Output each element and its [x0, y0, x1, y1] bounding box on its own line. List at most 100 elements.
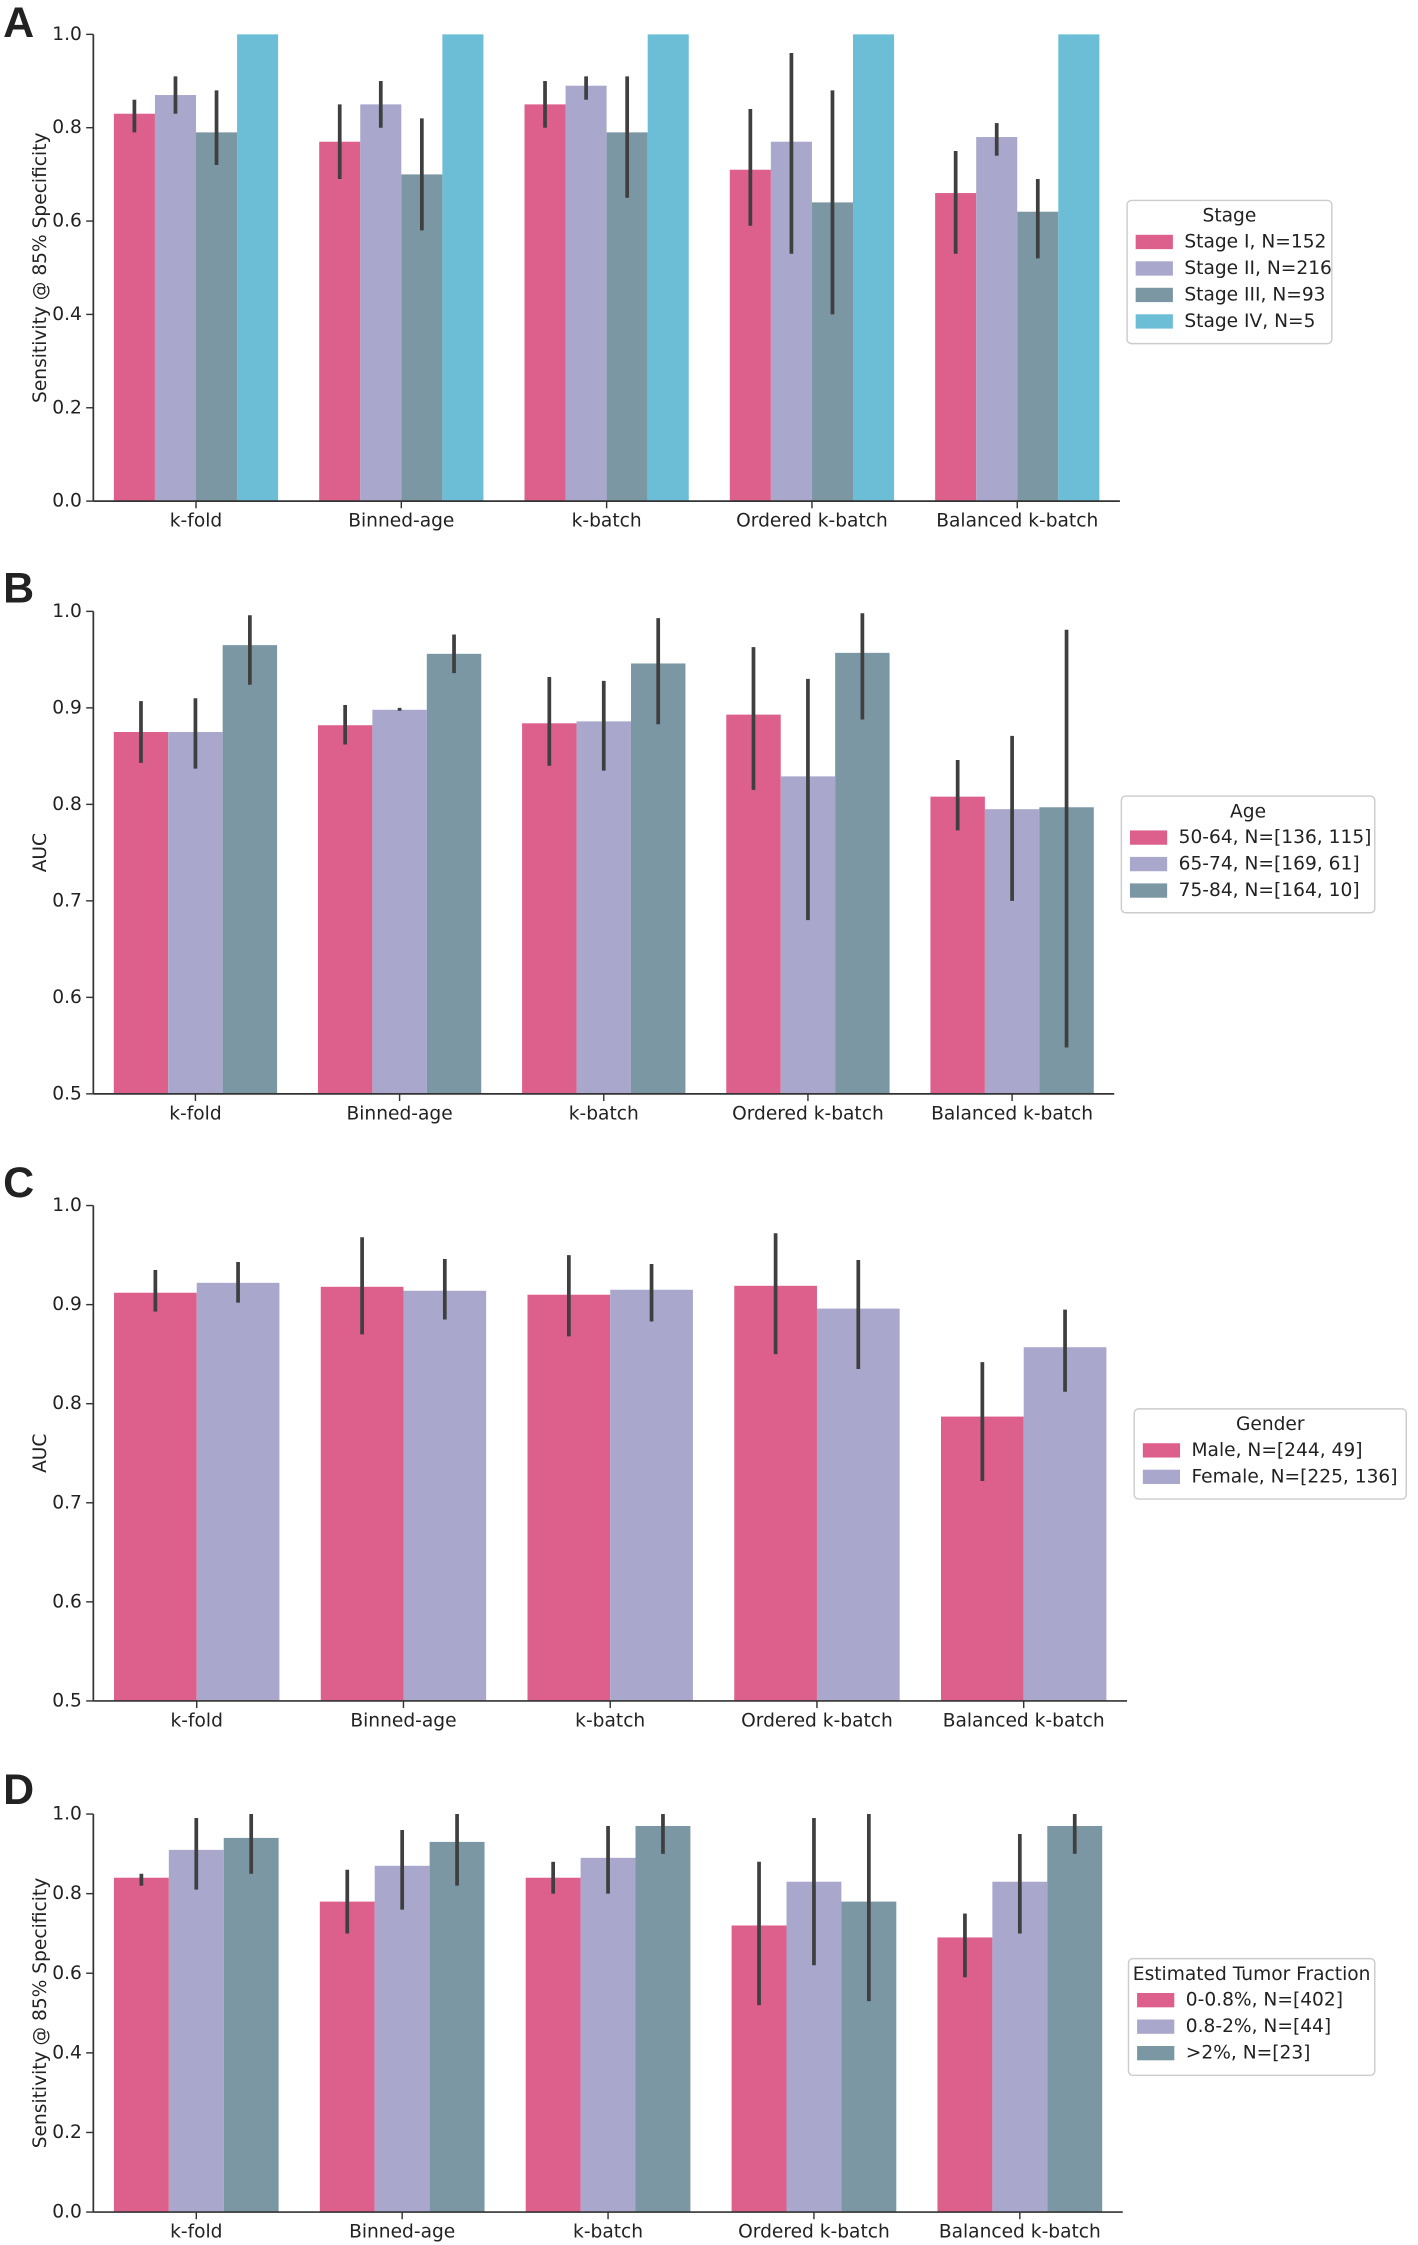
legend-title: Estimated Tumor Fraction [1133, 1964, 1371, 1985]
x-tick-label: Balanced k-batch [943, 1710, 1105, 1731]
x-tick-label: Binned-age [347, 1103, 453, 1124]
y-axis-label: AUC [30, 1434, 51, 1473]
y-tick-label: 0.8 [52, 1393, 82, 1414]
y-tick-label: 0.7 [52, 1492, 82, 1513]
bar [522, 723, 577, 1094]
bar [168, 1849, 224, 2213]
bar [647, 34, 689, 502]
bar [154, 95, 197, 502]
bar [580, 1857, 636, 2213]
bar [565, 85, 607, 502]
bar [113, 1877, 169, 2213]
bar [196, 1282, 280, 1701]
x-tick-label: k-fold [169, 1103, 221, 1124]
y-tick-label: 1.0 [52, 1804, 82, 1825]
x-tick-label: Ordered k-batch [741, 1710, 893, 1731]
bar [630, 663, 686, 1094]
bar [1047, 1825, 1103, 2213]
y-tick-label: 0.2 [52, 2122, 82, 2143]
legend-label: 0.8-2%, N=[44] [1186, 2016, 1331, 2037]
bar [527, 1294, 611, 1701]
bar [1058, 34, 1100, 502]
y-tick-label: 0.8 [52, 117, 82, 138]
bar [992, 1881, 1048, 2213]
bar [930, 796, 985, 1094]
bar [168, 731, 223, 1094]
y-tick-label: 0.9 [52, 1294, 82, 1315]
x-tick-label: Balanced k-batch [931, 1103, 1093, 1124]
legend-label: Stage III, N=93 [1184, 284, 1325, 305]
bar [976, 137, 1018, 502]
y-tick-label: 1.0 [52, 24, 82, 45]
bar [576, 721, 631, 1094]
legend-swatch [1137, 2019, 1175, 2034]
y-tick-label: 1.0 [52, 601, 82, 622]
y-axis-label: AUC [30, 833, 51, 872]
y-tick-label: 0.7 [52, 890, 82, 911]
legend-swatch [1135, 261, 1173, 276]
bar [524, 104, 566, 502]
x-tick-label: k-fold [170, 2222, 222, 2243]
legend-swatch [1137, 1993, 1175, 2008]
bar [319, 1901, 375, 2213]
y-tick-label: 0.6 [52, 987, 82, 1008]
legend-box [1126, 199, 1333, 345]
bar [372, 709, 427, 1094]
panel-label: D [3, 1766, 34, 1814]
legend-swatch [1129, 883, 1168, 898]
x-tick-label: Balanced k-batch [939, 2222, 1101, 2243]
bar [320, 1286, 404, 1701]
y-axis-label: Sensitivity @ 85% Specificity [30, 132, 51, 403]
legend-label: Male, N=[244, 49] [1192, 1440, 1363, 1461]
bar [1023, 1347, 1107, 1701]
y-tick-label: 0.5 [52, 1690, 82, 1711]
legend-title: Age [1230, 801, 1266, 822]
legend-swatch [1129, 830, 1168, 845]
bar [113, 731, 169, 1094]
legend-swatch [1135, 314, 1173, 329]
bar [114, 1292, 197, 1701]
legend-label: 0-0.8%, N=[402] [1186, 1990, 1343, 2011]
x-tick-label: k-batch [573, 2222, 643, 2243]
y-tick-label: 0.2 [52, 397, 82, 418]
bar [223, 1837, 279, 2213]
x-tick-label: k-batch [569, 1103, 639, 1124]
bar [635, 1825, 691, 2213]
legend-swatch [1135, 287, 1173, 303]
legend-title: Gender [1236, 1414, 1305, 1435]
bar [360, 104, 402, 502]
y-tick-label: 0.5 [52, 1083, 82, 1104]
legend-swatch [1129, 856, 1168, 872]
bar [1017, 211, 1059, 502]
bar [317, 725, 373, 1094]
bar [525, 1877, 581, 2213]
legend-label: 65-74, N=[169, 61] [1179, 854, 1360, 875]
x-tick-label: k-fold [171, 1710, 223, 1731]
x-tick-label: k-batch [572, 511, 642, 532]
x-tick-label: Binned-age [349, 2222, 455, 2243]
x-tick-label: Ordered k-batch [738, 2222, 890, 2243]
legend-swatch [1142, 1443, 1181, 1458]
legend-title: Stage [1203, 206, 1257, 227]
y-tick-label: 0.4 [52, 304, 82, 325]
panel-label: B [3, 565, 34, 613]
y-tick-label: 0.8 [52, 1883, 82, 1904]
bar [237, 34, 279, 502]
x-tick-label: Binned-age [348, 511, 454, 532]
x-tick-label: Ordered k-batch [732, 1103, 884, 1124]
y-tick-label: 0.0 [52, 491, 82, 512]
y-axis-label: Sensitivity @ 85% Specificity [30, 1878, 51, 2149]
bar [374, 1865, 430, 2213]
bar [222, 645, 278, 1094]
y-tick-label: 0.9 [52, 697, 82, 718]
y-tick-label: 0.0 [52, 2202, 82, 2223]
y-tick-label: 0.6 [52, 211, 82, 232]
bar [196, 132, 238, 502]
y-tick-label: 0.4 [52, 2042, 82, 2063]
y-tick-label: 0.6 [52, 1963, 82, 1984]
bar [426, 653, 482, 1094]
legend-label: Stage I, N=152 [1184, 231, 1326, 252]
legend-label: 75-84, N=[164, 10] [1179, 880, 1360, 901]
